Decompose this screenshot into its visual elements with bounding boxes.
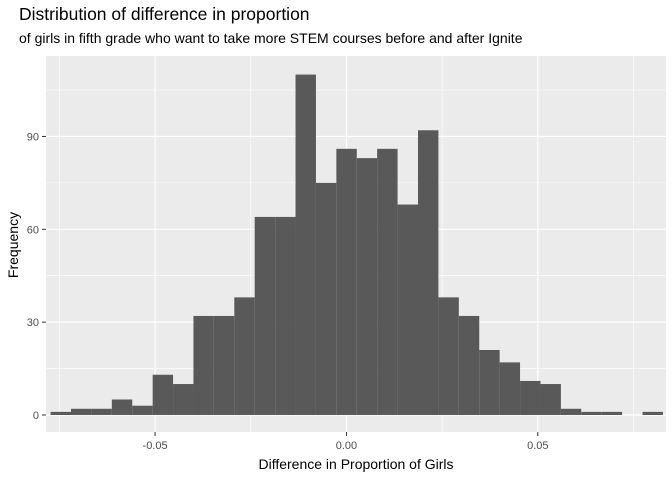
histogram-bar [111, 399, 133, 415]
y-tick-label: 90 [27, 131, 39, 143]
histogram-bar [397, 204, 419, 415]
histogram-bar [315, 182, 337, 415]
histogram-bar [479, 349, 500, 415]
histogram-bar [50, 411, 72, 415]
x-tick-label: -0.05 [143, 440, 168, 452]
histogram-bar [560, 408, 582, 415]
y-tick-label: 60 [27, 224, 39, 236]
x-tick-label: 0.00 [336, 440, 357, 452]
chart-subtitle: of girls in fifth grade who want to take… [19, 30, 523, 46]
histogram-bar [132, 405, 153, 415]
histogram-bar [581, 411, 602, 415]
histogram-bar [91, 408, 112, 415]
histogram-bar [438, 297, 459, 415]
histogram-bar [213, 315, 235, 415]
x-tick-label: 0.05 [527, 440, 548, 452]
histogram-bar [642, 411, 663, 415]
histogram-bar [70, 408, 92, 415]
x-axis: -0.05 0.00 0.05 [143, 432, 549, 452]
histogram-bar [418, 130, 439, 415]
histogram-bar [152, 374, 174, 415]
y-axis-label: Frequency [5, 212, 21, 278]
histogram-bar [234, 297, 255, 415]
histogram-bar [193, 315, 214, 415]
y-tick-label: 30 [27, 317, 39, 329]
histogram-bar [601, 411, 623, 415]
histogram-bar [336, 148, 357, 415]
histogram-bar [377, 148, 398, 415]
histogram-bar [356, 158, 378, 415]
x-axis-label: Difference in Proportion of Girls [258, 456, 453, 472]
y-axis: 0 30 60 90 [27, 131, 46, 422]
y-tick-label: 0 [33, 410, 39, 422]
chart-title: Distribution of difference in proportion [19, 4, 310, 24]
histogram-bar [458, 315, 480, 415]
histogram-bar [173, 384, 194, 415]
histogram-bar [540, 384, 561, 415]
histogram-bar [254, 216, 276, 415]
histogram-bar [295, 74, 316, 415]
histogram-bar [275, 216, 296, 415]
histogram-bar [520, 380, 541, 415]
bars [50, 74, 663, 415]
histogram-bar [499, 362, 521, 415]
